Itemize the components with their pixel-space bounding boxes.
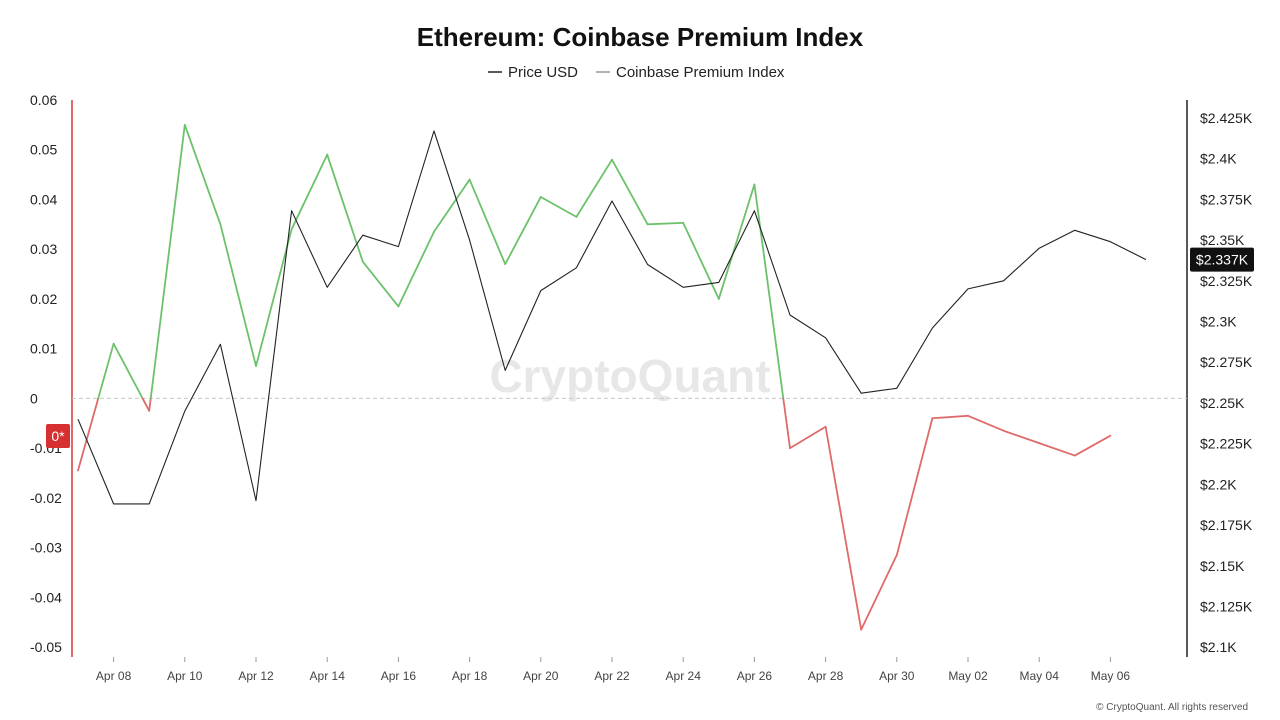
chart-title: Ethereum: Coinbase Premium Index	[417, 22, 864, 52]
legend-label-price[interactable]: Price USD	[508, 64, 578, 81]
x-axis-tick-label: Apr 30	[879, 669, 915, 683]
price-line	[77, 130, 1147, 505]
right-axis-tick-label: $2.4K	[1200, 151, 1237, 167]
x-axis-tick-label: Apr 26	[737, 669, 773, 683]
premium-line-segment	[504, 196, 542, 266]
x-axis-tick-label: Apr 08	[96, 669, 132, 683]
premium-line-segment	[433, 178, 471, 233]
premium-line-segment	[717, 183, 756, 300]
x-axis-tick-label: Apr 16	[381, 669, 417, 683]
premium-line-segment	[539, 196, 578, 218]
left-axis-tick-label: 0	[30, 390, 38, 406]
x-axis-tick-label: Apr 22	[594, 669, 630, 683]
right-axis-tick-label: $2.25K	[1200, 395, 1245, 411]
premium-line-segment	[97, 342, 115, 400]
right-axis-tick-label: $2.125K	[1200, 599, 1253, 615]
left-axis-tick-label: 0.04	[30, 191, 57, 207]
premium-line-segment	[141, 397, 151, 412]
right-axis-tick-label: $2.175K	[1200, 517, 1253, 533]
left-axis-tick-label: 0.03	[30, 241, 57, 257]
premium-line-segment	[361, 260, 400, 308]
premium-line-segment	[789, 425, 827, 450]
premium-line-segment	[967, 414, 1005, 432]
right-axis-tick-label: $2.15K	[1200, 558, 1245, 574]
zero-badge-bg	[46, 424, 70, 448]
left-axis-tick-label: 0.02	[30, 291, 57, 307]
right-axis: $2.425K $2.4K $2.375K $2.35K $2.325K $2.3K $2.…	[1186, 100, 1253, 657]
premium-line-segment	[931, 414, 969, 420]
right-axis-tick-label: $2.325K	[1200, 273, 1253, 289]
right-axis-tick-label: $2.2K	[1200, 476, 1237, 492]
premium-line-segment	[646, 221, 685, 226]
premium-line-segment	[782, 397, 791, 450]
copyright-footer: © CryptoQuant. All rights reserved	[1096, 702, 1248, 713]
premium-line-segment	[753, 183, 785, 400]
x-axis-tick-label: May 04	[1020, 669, 1060, 683]
left-axis-tick-label: 0.06	[30, 92, 57, 108]
left-axis-tick-label: -0.02	[30, 490, 62, 506]
left-axis-tick-label: -0.03	[30, 540, 62, 556]
x-axis-tick-label: Apr 14	[310, 669, 346, 683]
premium-line-segment	[290, 153, 329, 231]
right-axis-tick-label: $2.35K	[1200, 232, 1245, 248]
right-axis-tick-label: $2.3K	[1200, 313, 1237, 329]
premium-line-segment	[326, 153, 364, 263]
premium-line-segment	[255, 228, 293, 367]
x-axis-tick-label: Apr 24	[666, 669, 702, 683]
premium-line-segment	[575, 158, 613, 218]
x-axis-tick-label: Apr 18	[452, 669, 488, 683]
right-axis-tick-label: $2.425K	[1200, 110, 1253, 126]
premium-line-segment	[895, 417, 934, 556]
left-axis-tick-label: 0.05	[30, 142, 57, 158]
x-axis-tick-label: Apr 12	[238, 669, 274, 683]
current-price-badge-bg	[1190, 247, 1254, 272]
price-series	[77, 130, 1147, 505]
x-axis-tick-label: Apr 28	[808, 669, 844, 683]
zero-badge-label: 0*	[51, 428, 65, 444]
premium-line-segment	[397, 230, 435, 308]
premium-line-segment	[468, 178, 507, 266]
current-price-badge: $2.337K	[1190, 247, 1254, 272]
premium-line-segment	[682, 221, 720, 300]
premium-line-segment	[824, 425, 863, 631]
zero-badge: 0*	[46, 424, 70, 448]
right-axis-tick-label: $2.1K	[1200, 639, 1237, 655]
left-axis-tick-label: -0.04	[30, 589, 62, 605]
premium-line-segment	[183, 123, 222, 226]
right-axis-tick-label: $2.375K	[1200, 191, 1253, 207]
x-axis-tick-label: May 06	[1091, 669, 1131, 683]
right-axis-tick-label: $2.225K	[1200, 436, 1253, 452]
premium-line-segment	[149, 123, 186, 400]
right-axis-tick-label: $2.275K	[1200, 354, 1253, 370]
premium-line-segment	[1038, 442, 1076, 457]
x-axis-tick-label: Apr 20	[523, 669, 559, 683]
premium-line-segment	[1002, 429, 1041, 445]
left-axis-tick-label: 0.01	[30, 341, 57, 357]
left-axis-tick-label: -0.05	[30, 639, 62, 655]
premium-line-segment	[77, 397, 100, 472]
premium-line-segment	[148, 397, 152, 412]
legend-label-premium[interactable]: Coinbase Premium Index	[616, 64, 785, 81]
current-price-badge-label: $2.337K	[1196, 252, 1249, 268]
left-axis: 0.060.050.040.030.020.010-0.01-0.02-0.03…	[30, 92, 73, 657]
x-axis-tick-label: May 02	[948, 669, 988, 683]
premium-series	[77, 123, 1112, 631]
premium-line-segment	[1073, 434, 1112, 457]
x-axis-tick-label: Apr 10	[167, 669, 203, 683]
premium-line-segment	[219, 223, 257, 367]
premium-line-segment	[860, 554, 898, 631]
legend[interactable]: Price USD Coinbase Premium Index	[488, 64, 785, 81]
watermark: CryptoQuant	[489, 350, 770, 402]
premium-line-segment	[611, 158, 649, 226]
premium-line-segment	[112, 342, 144, 400]
x-axis: Apr 08 Apr 10 Apr 12 Apr 14 Apr 16 Apr 18 Apr …	[96, 657, 1130, 683]
